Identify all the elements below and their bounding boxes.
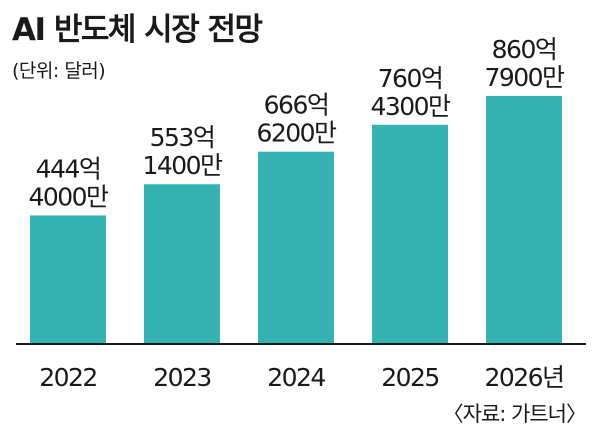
data-label-4-1: 7900만 [484, 63, 565, 92]
data-label-1-0: 553억 [150, 123, 215, 152]
bar-2 [258, 151, 334, 343]
data-label-3-0: 760억 [378, 64, 443, 93]
data-label-3-1: 4300만 [370, 92, 451, 121]
x-tick-label-4: 2026년 [484, 363, 563, 392]
x-tick-label-2: 2024 [267, 363, 325, 392]
data-label-2-1: 6200만 [256, 119, 337, 148]
bar-0 [30, 215, 106, 343]
x-tick-label-1: 2023 [153, 363, 211, 392]
bar-4 [486, 95, 562, 343]
data-label-0-0: 444억 [36, 154, 101, 183]
bar-3 [372, 124, 448, 343]
bar-1 [144, 184, 220, 343]
data-label-1-1: 1400만 [142, 151, 223, 180]
data-label-0-1: 4000만 [28, 182, 109, 211]
unit-note: (단위: 달러) [12, 60, 106, 82]
chart-title: AI 반도체 시장 전망 [12, 12, 263, 48]
source-note: 〈자료: 가트너〉 [442, 402, 587, 426]
x-tick-label-0: 2022 [39, 363, 97, 392]
data-label-2-0: 666억 [264, 91, 329, 120]
data-label-4-0: 860억 [492, 35, 557, 64]
x-tick-label-3: 2025 [381, 363, 439, 392]
